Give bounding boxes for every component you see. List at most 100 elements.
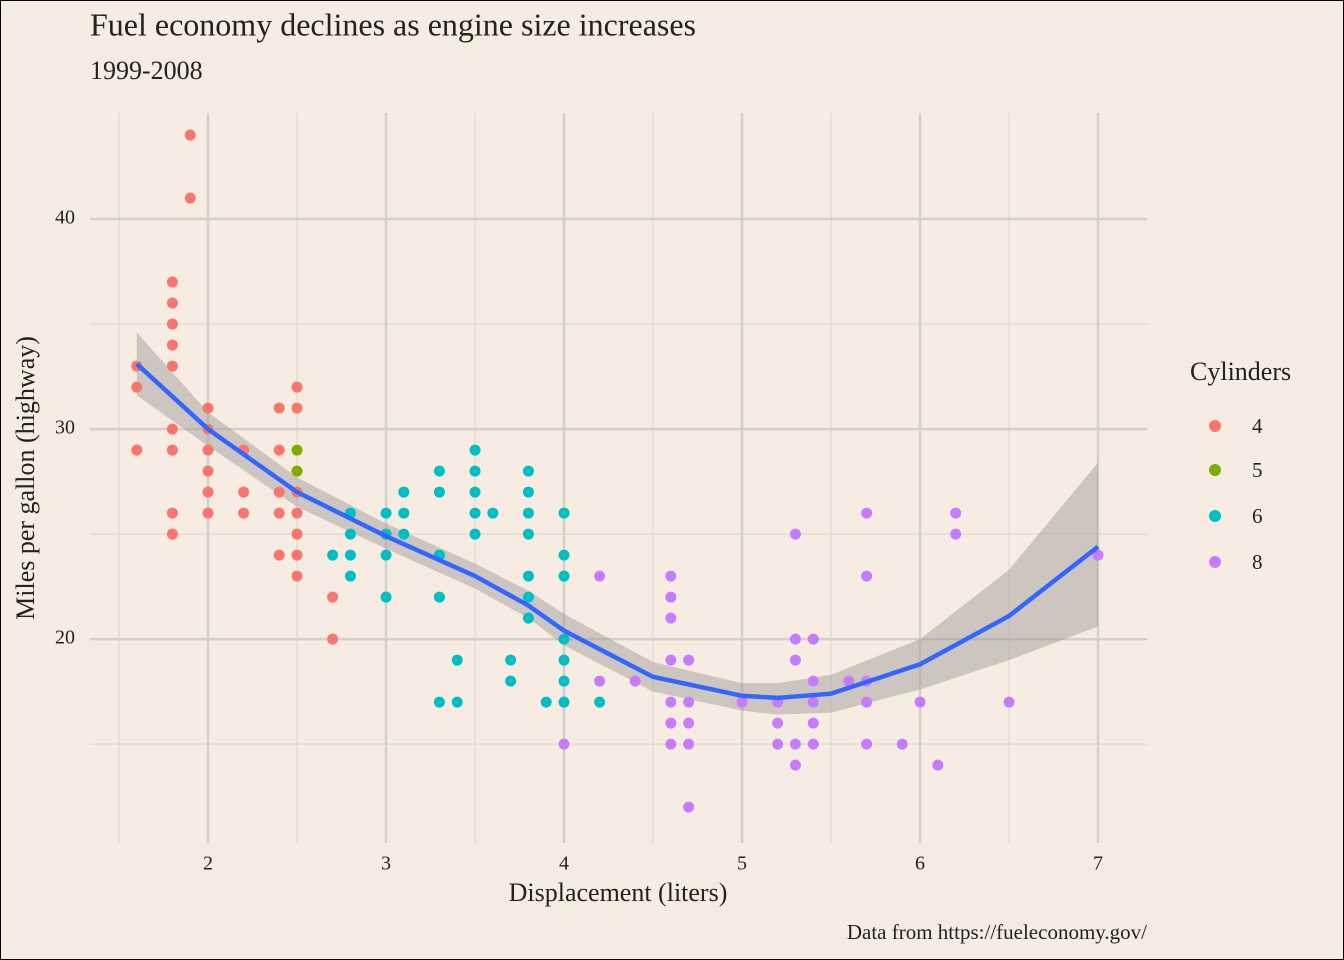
point <box>380 591 392 603</box>
point <box>950 507 962 519</box>
point <box>861 738 873 750</box>
point <box>505 654 517 666</box>
legend-key <box>1209 556 1221 568</box>
x-tick-label: 6 <box>915 853 925 875</box>
point <box>166 339 178 351</box>
point <box>433 465 445 477</box>
point <box>433 486 445 498</box>
point <box>291 549 303 561</box>
point <box>789 633 801 645</box>
point <box>238 507 250 519</box>
point <box>291 444 303 456</box>
legend-label: 6 <box>1252 504 1263 528</box>
point <box>398 528 410 540</box>
point <box>665 570 677 582</box>
point <box>469 444 481 456</box>
point <box>327 549 339 561</box>
y-tick-label: 40 <box>55 207 75 229</box>
point <box>950 528 962 540</box>
point <box>807 738 819 750</box>
point <box>914 696 926 708</box>
point <box>522 465 534 477</box>
point <box>683 696 695 708</box>
point <box>291 465 303 477</box>
point <box>789 759 801 771</box>
point <box>166 297 178 309</box>
point <box>469 528 481 540</box>
point <box>558 696 570 708</box>
y-tick-label: 20 <box>55 627 75 649</box>
point <box>558 738 570 750</box>
point <box>166 507 178 519</box>
point <box>166 528 178 540</box>
point <box>540 696 552 708</box>
point <box>789 654 801 666</box>
point <box>469 465 481 477</box>
point <box>789 528 801 540</box>
smooth-line <box>135 362 1100 701</box>
point <box>558 549 570 561</box>
point <box>291 507 303 519</box>
point <box>558 675 570 687</box>
point <box>807 633 819 645</box>
point <box>683 654 695 666</box>
caption: Data from https://fueleconomy.gov/ <box>847 920 1147 944</box>
point <box>273 402 285 414</box>
point <box>522 528 534 540</box>
point <box>789 738 801 750</box>
x-tick-label: 3 <box>381 853 391 875</box>
point <box>736 696 748 708</box>
point <box>184 192 196 204</box>
point <box>558 633 570 645</box>
point <box>522 507 534 519</box>
point <box>273 486 285 498</box>
point <box>861 696 873 708</box>
legend-key <box>1209 420 1221 432</box>
point <box>433 591 445 603</box>
point <box>629 675 641 687</box>
point <box>166 318 178 330</box>
point <box>184 129 196 141</box>
point <box>131 444 143 456</box>
point <box>594 675 606 687</box>
point <box>861 507 873 519</box>
point <box>558 507 570 519</box>
legend-label: 5 <box>1252 458 1263 482</box>
legend-label: 4 <box>1252 414 1263 438</box>
point <box>202 444 214 456</box>
point <box>166 276 178 288</box>
point <box>665 738 677 750</box>
point <box>558 654 570 666</box>
point <box>772 738 784 750</box>
point <box>683 717 695 729</box>
point <box>469 486 481 498</box>
point <box>291 402 303 414</box>
point <box>451 696 463 708</box>
point <box>665 654 677 666</box>
point <box>202 465 214 477</box>
point <box>131 381 143 393</box>
point <box>558 570 570 582</box>
point <box>843 675 855 687</box>
point <box>469 507 481 519</box>
point <box>451 654 463 666</box>
point <box>291 381 303 393</box>
y-axis-title: Miles per gallon (highway) <box>11 336 40 620</box>
point <box>594 696 606 708</box>
point <box>344 549 356 561</box>
legend-label: 8 <box>1252 550 1263 574</box>
point <box>522 570 534 582</box>
point <box>202 507 214 519</box>
x-tick-label: 4 <box>559 853 569 875</box>
x-tick-label: 5 <box>737 853 747 875</box>
point <box>665 612 677 624</box>
point <box>380 507 392 519</box>
point <box>487 507 499 519</box>
point <box>291 528 303 540</box>
point <box>273 507 285 519</box>
chart-subtitle: 1999-2008 <box>90 56 203 85</box>
point <box>665 591 677 603</box>
point <box>861 570 873 582</box>
x-tick-label: 7 <box>1093 853 1103 875</box>
